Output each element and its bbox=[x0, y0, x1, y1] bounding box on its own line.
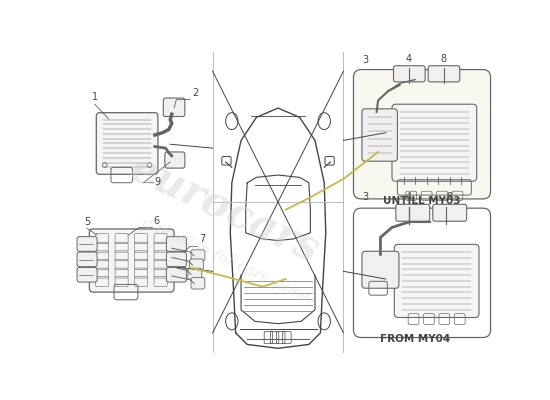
Text: 4: 4 bbox=[406, 192, 412, 202]
Text: eurocars: eurocars bbox=[123, 148, 326, 272]
Text: 3: 3 bbox=[363, 55, 369, 65]
Text: 8: 8 bbox=[441, 54, 447, 64]
FancyBboxPatch shape bbox=[362, 109, 397, 161]
FancyBboxPatch shape bbox=[165, 152, 185, 168]
FancyBboxPatch shape bbox=[188, 268, 202, 280]
FancyBboxPatch shape bbox=[191, 250, 205, 261]
FancyBboxPatch shape bbox=[392, 104, 477, 181]
FancyBboxPatch shape bbox=[77, 237, 97, 251]
Text: 4: 4 bbox=[405, 54, 411, 64]
FancyBboxPatch shape bbox=[396, 204, 430, 221]
FancyBboxPatch shape bbox=[89, 229, 174, 292]
Text: 5: 5 bbox=[84, 217, 90, 227]
Text: 3: 3 bbox=[363, 192, 369, 202]
Text: a passion for cars since...: a passion for cars since... bbox=[140, 216, 324, 312]
FancyBboxPatch shape bbox=[394, 244, 479, 318]
FancyBboxPatch shape bbox=[433, 204, 466, 221]
FancyBboxPatch shape bbox=[96, 113, 158, 174]
Text: 7: 7 bbox=[200, 234, 206, 244]
FancyBboxPatch shape bbox=[163, 98, 185, 116]
Text: 1: 1 bbox=[92, 92, 98, 102]
Text: 2: 2 bbox=[192, 88, 198, 98]
FancyBboxPatch shape bbox=[77, 252, 97, 267]
Text: FROM MY04: FROM MY04 bbox=[381, 334, 450, 344]
FancyBboxPatch shape bbox=[191, 278, 205, 289]
FancyBboxPatch shape bbox=[166, 268, 186, 282]
FancyBboxPatch shape bbox=[394, 66, 425, 82]
FancyBboxPatch shape bbox=[362, 251, 399, 288]
FancyBboxPatch shape bbox=[189, 259, 204, 270]
Text: 9: 9 bbox=[155, 177, 161, 187]
FancyBboxPatch shape bbox=[354, 70, 491, 199]
Text: 6: 6 bbox=[153, 216, 160, 226]
FancyBboxPatch shape bbox=[166, 237, 186, 251]
Text: UNTILL MY03: UNTILL MY03 bbox=[383, 196, 460, 206]
FancyBboxPatch shape bbox=[428, 66, 460, 82]
Text: 8: 8 bbox=[446, 192, 452, 202]
FancyBboxPatch shape bbox=[166, 252, 186, 267]
FancyBboxPatch shape bbox=[77, 268, 97, 282]
